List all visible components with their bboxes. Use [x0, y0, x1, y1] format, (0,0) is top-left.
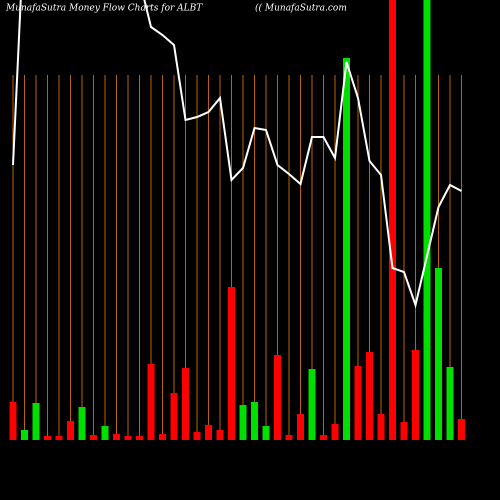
chart-subtitle: (( MunafaSutra.com	[255, 3, 347, 14]
bar	[274, 355, 281, 440]
bar	[136, 436, 143, 440]
bar	[354, 366, 362, 440]
bar	[412, 350, 419, 440]
bar	[400, 422, 408, 440]
bar	[101, 426, 109, 440]
bar	[458, 419, 465, 440]
bar	[423, 0, 431, 440]
bar	[147, 364, 155, 440]
bar	[170, 393, 178, 440]
bar	[239, 405, 247, 440]
bar	[446, 367, 454, 440]
bar	[113, 434, 120, 440]
bar	[32, 403, 40, 440]
bar	[90, 435, 97, 440]
bar	[435, 268, 442, 440]
bar	[67, 421, 74, 440]
bar	[297, 414, 304, 440]
bar	[320, 435, 327, 440]
bar	[228, 287, 235, 440]
bar	[308, 369, 316, 440]
bar	[9, 402, 17, 440]
bar	[251, 402, 258, 440]
bar	[389, 0, 396, 440]
bar	[182, 368, 189, 440]
bar	[159, 434, 166, 440]
bar	[193, 432, 201, 440]
bar	[78, 407, 86, 440]
bar	[331, 424, 339, 440]
bar	[205, 425, 212, 440]
bar	[262, 426, 270, 440]
bar	[377, 414, 385, 440]
bar	[285, 435, 293, 440]
bar	[366, 352, 373, 440]
money-flow-line	[12, 0, 462, 309]
bar	[343, 58, 350, 440]
bar	[21, 430, 28, 440]
bar	[124, 436, 132, 440]
bar	[44, 436, 51, 440]
bar	[55, 436, 63, 440]
bar	[216, 430, 224, 440]
chart-title: MunafaSutra Money Flow Charts for ALBT	[5, 4, 203, 14]
